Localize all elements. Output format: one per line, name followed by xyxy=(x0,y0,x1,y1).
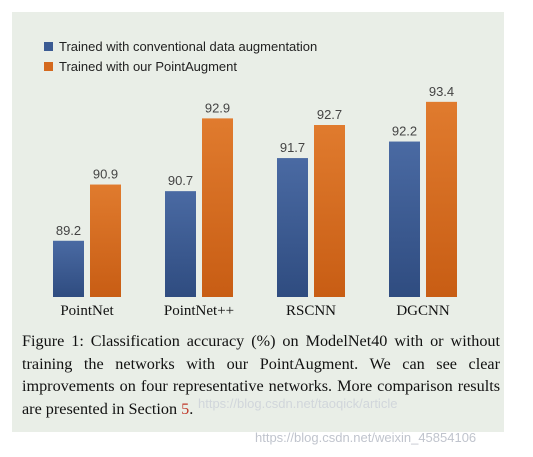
caption-text: Figure 1: Classification accuracy (%) on… xyxy=(22,332,500,418)
value-labels-group: 89.2 90.9 90.7 92.9 91.7 92.7 92.2 93.4 xyxy=(56,84,454,238)
caption-suffix: . xyxy=(189,399,194,418)
watermark-footer: https://blog.csdn.net/weixin_45854106 xyxy=(255,430,477,445)
value-label: 89.2 xyxy=(56,223,81,238)
bar-pointnet-pointaugment xyxy=(90,184,121,297)
bar-dgcnn-pointaugment xyxy=(426,101,457,297)
figure-caption: Figure 1: Classification accuracy (%) on… xyxy=(22,330,500,420)
category-label: DGCNN xyxy=(396,303,450,319)
value-label: 90.7 xyxy=(168,173,193,188)
value-label: 92.7 xyxy=(317,107,342,122)
value-label: 90.9 xyxy=(93,167,118,182)
bar-pointnetplusplus-conventional xyxy=(165,191,196,297)
value-label: 92.9 xyxy=(205,100,230,115)
legend-label-conventional: Trained with conventional data augmentat… xyxy=(59,39,317,54)
category-label: PointNet++ xyxy=(164,303,234,319)
bars-group xyxy=(53,101,457,297)
bar-rscnn-pointaugment xyxy=(314,125,345,297)
value-label: 92.2 xyxy=(392,124,417,139)
category-label: PointNet xyxy=(60,303,114,319)
bar-rscnn-conventional xyxy=(277,158,308,297)
legend-swatch-pointaugment xyxy=(44,62,53,71)
bar-pointnet-conventional xyxy=(53,240,84,297)
category-label: RSCNN xyxy=(286,303,336,319)
legend: Trained with conventional data augmentat… xyxy=(44,39,317,74)
value-label: 93.4 xyxy=(429,84,454,99)
bar-dgcnn-conventional xyxy=(389,141,420,297)
legend-swatch-conventional xyxy=(44,42,53,51)
category-labels-group: PointNet PointNet++ RSCNN DGCNN xyxy=(60,303,450,319)
figure-panel: Trained with conventional data augmentat… xyxy=(12,12,504,432)
bar-chart: Trained with conventional data augmentat… xyxy=(44,39,457,319)
watermark-overlay: https://blog.csdn.net/taoqick/article xyxy=(198,396,398,411)
caption-section-ref[interactable]: 5 xyxy=(181,399,190,418)
legend-label-pointaugment: Trained with our PointAugment xyxy=(59,59,237,74)
value-label: 91.7 xyxy=(280,140,305,155)
bar-pointnetplusplus-pointaugment xyxy=(202,118,233,297)
